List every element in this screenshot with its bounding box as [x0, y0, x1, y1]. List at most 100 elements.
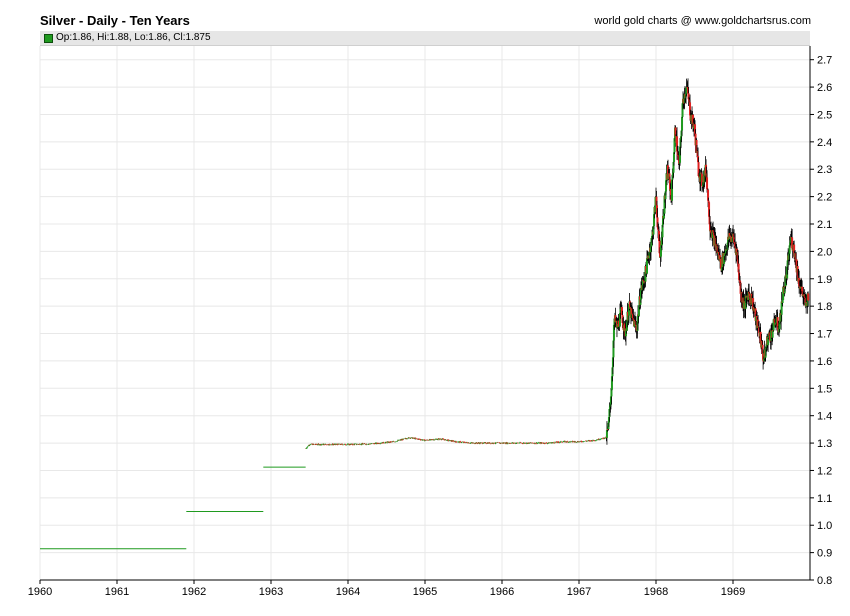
- price-bar-body: [622, 325, 625, 330]
- price-bar-body: [731, 238, 734, 243]
- legend-bar: Op:1.86, Hi:1.88, Lo:1.86, Cl:1.875: [40, 31, 810, 46]
- price-bar-body: [798, 285, 801, 287]
- price-bar-body: [617, 320, 620, 327]
- y-tick-label: 1.5: [817, 383, 832, 395]
- price-bar-body: [611, 367, 614, 377]
- price-bar-body: [699, 173, 702, 182]
- price-bar-body: [761, 340, 764, 345]
- price-bar-body: [737, 259, 740, 264]
- price-bar-body: [744, 296, 747, 309]
- price-bar-body: [804, 296, 807, 299]
- price-bar-body: [765, 345, 768, 348]
- price-bar-body: [661, 224, 664, 238]
- price-bar-body: [780, 314, 783, 322]
- price-bar-body: [613, 319, 616, 325]
- price-bar-body: [777, 327, 780, 330]
- price-bar-body: [678, 160, 681, 165]
- price-bar-body: [778, 328, 781, 333]
- price-bar-body: [645, 258, 648, 274]
- y-tick-label: 1.9: [817, 274, 832, 286]
- price-bar-body: [752, 298, 755, 311]
- price-bar-body: [641, 285, 644, 290]
- price-bar-body: [743, 302, 746, 309]
- price-bar-body: [632, 318, 635, 320]
- y-tick-label: 2.2: [817, 192, 832, 204]
- price-bar-body: [665, 180, 668, 192]
- price-bar-body: [642, 279, 645, 282]
- price-bar-body: [636, 322, 639, 331]
- price-bar-body: [788, 253, 791, 260]
- price-bar-body: [685, 87, 688, 94]
- price-bar-body: [740, 291, 743, 301]
- price-bar-body: [611, 357, 614, 368]
- price-bar-body: [689, 115, 692, 120]
- price-bar-body: [688, 99, 691, 103]
- price-bar-body: [639, 290, 642, 300]
- price-bar-body: [614, 321, 617, 323]
- y-tick-label: 1.4: [817, 411, 832, 423]
- price-bar-body: [660, 240, 663, 257]
- price-bar-body: [711, 230, 714, 239]
- price-bar-body: [701, 174, 704, 187]
- price-bar-body: [706, 189, 709, 191]
- price-bar-body: [783, 285, 786, 294]
- price-bar-body: [630, 308, 633, 314]
- price-bar-body: [701, 186, 704, 188]
- price-bar-body: [790, 237, 793, 239]
- price-bar-body: [769, 340, 772, 342]
- price-bar-body: [639, 299, 642, 305]
- price-bar-body: [793, 244, 796, 254]
- price-bar-body: [702, 184, 705, 187]
- price-bar-body: [614, 315, 617, 323]
- price-bar-body: [748, 293, 751, 298]
- price-bar-body: [661, 237, 664, 246]
- price-bar-body: [750, 293, 753, 305]
- price-bar-body: [650, 238, 653, 247]
- price-bar-body: [781, 299, 784, 304]
- price-bar-body: [697, 162, 700, 177]
- price-bar-body: [801, 286, 804, 292]
- price-bar-body: [695, 139, 698, 153]
- price-bar-body: [672, 172, 675, 177]
- price-bar-body: [641, 279, 644, 286]
- price-bar-body: [668, 173, 671, 180]
- y-tick-label: 2.3: [817, 164, 832, 176]
- price-bar-body: [676, 136, 679, 152]
- price-bar-body: [775, 318, 778, 323]
- price-bar-body: [758, 327, 761, 334]
- price-bar-body: [628, 301, 631, 309]
- price-bar-body: [707, 200, 710, 203]
- price-bar-body: [719, 255, 722, 262]
- price-bar-body: [621, 314, 624, 323]
- price-bar-body: [724, 253, 727, 255]
- price-bar-body: [710, 230, 713, 233]
- price-bar-body: [605, 429, 608, 438]
- price-bar-body: [656, 217, 659, 228]
- x-tick-label: 1969: [721, 586, 745, 598]
- chart-title: Silver - Daily - Ten Years: [40, 13, 190, 28]
- price-bar-body: [741, 300, 744, 302]
- price-bar-body: [767, 338, 770, 346]
- price-bar-body: [673, 152, 676, 162]
- price-bar-body: [772, 319, 775, 331]
- price-bar-body: [635, 324, 638, 330]
- price-bar-body: [633, 319, 636, 322]
- price-bar-body: [700, 172, 703, 175]
- price-bar-body: [658, 231, 661, 242]
- price-bar-body: [703, 170, 706, 183]
- price-bar-body: [739, 280, 742, 283]
- price-bar-body: [682, 98, 685, 103]
- price-bar-body: [726, 242, 729, 250]
- price-bar-body: [707, 189, 710, 201]
- price-bar-body: [720, 258, 723, 269]
- price-bar-body: [679, 139, 682, 147]
- price-bar-body: [778, 323, 781, 329]
- price-bar-body: [716, 246, 719, 254]
- y-tick-label: 1.6: [817, 356, 832, 368]
- price-bar-body: [672, 161, 675, 173]
- grid-lines: [39, 46, 810, 581]
- price-bar-body: [799, 286, 802, 290]
- price-bar-body: [610, 389, 613, 397]
- price-bar-body: [659, 253, 662, 258]
